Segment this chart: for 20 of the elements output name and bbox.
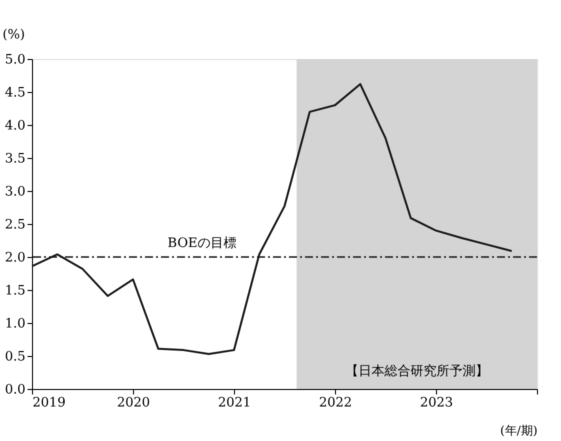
x-tick-label: 2019	[32, 396, 66, 410]
x-tick-label: 2022	[318, 396, 352, 410]
y-tick-label: 3.0	[4, 184, 26, 200]
y-tick-label: 2.0	[4, 250, 26, 266]
y-tick-label: 5.0	[4, 52, 26, 68]
y-tick-label: 0.0	[4, 382, 26, 398]
ref-line-label: BOEの目標	[168, 236, 236, 251]
band-label: 【日本総合研究所予測】	[345, 364, 488, 379]
y-tick-label: 0.5	[4, 350, 26, 364]
y-tick-label: 3.5	[4, 152, 26, 166]
y-tick-label: 4.0	[4, 118, 26, 134]
x-tick-label: 2023	[420, 396, 454, 410]
y-tick-label: 1.5	[4, 284, 26, 298]
x-tick-label: 2021	[218, 396, 252, 410]
y-tick-label: 2.5	[4, 218, 26, 232]
y-axis-title: (%)	[2, 28, 25, 42]
y-tick-label: 1.0	[4, 316, 26, 332]
x-tick-label: 2020	[116, 396, 150, 410]
x-axis-title: (年/期)	[500, 424, 538, 438]
y-tick-label: 4.5	[4, 86, 26, 100]
